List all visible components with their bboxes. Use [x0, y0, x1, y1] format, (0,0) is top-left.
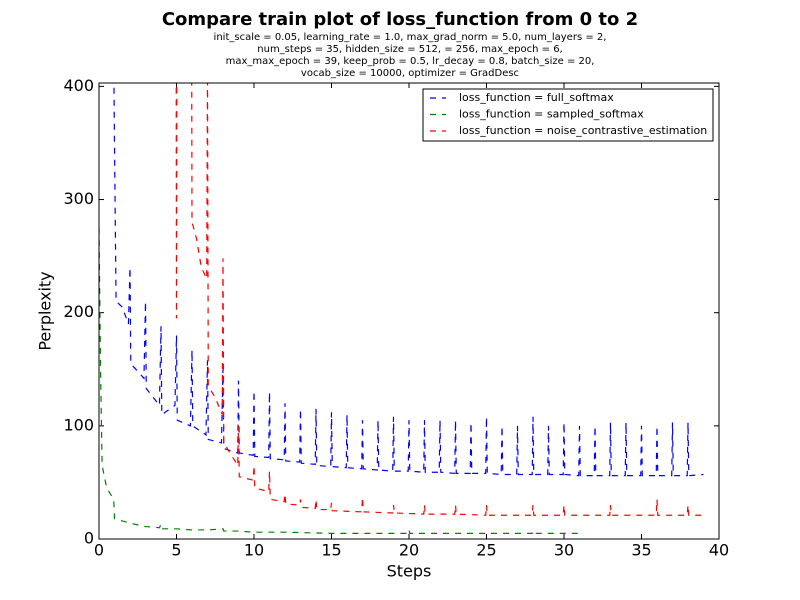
plot-area	[99, 83, 704, 534]
y-tick-label: 100	[63, 415, 94, 434]
series-line	[113, 83, 704, 477]
x-tick-label: 20	[399, 541, 419, 560]
series-line	[175, 83, 704, 516]
x-tick-label: 10	[244, 541, 264, 560]
series-line	[99, 227, 580, 534]
y-tick-label: 300	[63, 189, 94, 208]
legend-label: loss_function = noise_contrastive_estima…	[459, 124, 707, 137]
x-tick-label: 0	[94, 541, 104, 560]
x-tick-label: 30	[554, 541, 574, 560]
legend-label: loss_function = full_softmax	[459, 91, 614, 104]
y-axis-label: Perplexity	[36, 271, 55, 350]
legend-label: loss_function = sampled_softmax	[459, 108, 644, 121]
x-tick-label: 15	[321, 541, 341, 560]
x-tick-label: 25	[476, 541, 496, 560]
legend-box	[422, 88, 714, 142]
x-axis-label: Steps	[387, 562, 432, 581]
chart-subtitle: init_scale = 0.05, learning_rate = 1.0, …	[214, 32, 607, 43]
chart-title: Compare train plot of loss_function from…	[162, 9, 638, 30]
x-tick-label: 5	[171, 541, 181, 560]
chart-subtitle: num_steps = 35, hidden_size = 512, = 256…	[257, 44, 562, 55]
plot-frame	[98, 82, 720, 540]
y-tick-label: 400	[63, 76, 94, 95]
y-tick-label: 0	[84, 529, 94, 548]
y-tick-label: 200	[63, 302, 94, 321]
x-tick-label: 35	[631, 541, 651, 560]
x-tick-label: 40	[709, 541, 729, 560]
chart-subtitle: max_max_epoch = 39, keep_prob = 0.5, lr_…	[226, 56, 595, 67]
chart-subtitle: vocab_size = 10000, optimizer = GradDesc	[301, 68, 519, 79]
